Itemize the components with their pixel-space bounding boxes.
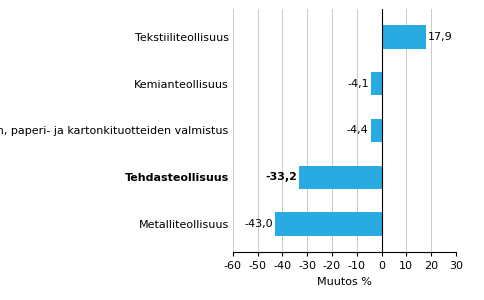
- Bar: [299, 166, 381, 189]
- Bar: [371, 72, 381, 95]
- Bar: [274, 212, 381, 236]
- Text: -33,2: -33,2: [265, 172, 297, 182]
- Text: -43,0: -43,0: [244, 219, 272, 229]
- Bar: [370, 119, 381, 142]
- Text: -4,1: -4,1: [347, 79, 369, 89]
- Text: 17,9: 17,9: [427, 32, 452, 42]
- X-axis label: Muutos %: Muutos %: [316, 277, 371, 286]
- Text: -4,4: -4,4: [346, 125, 368, 136]
- Bar: [381, 26, 425, 49]
